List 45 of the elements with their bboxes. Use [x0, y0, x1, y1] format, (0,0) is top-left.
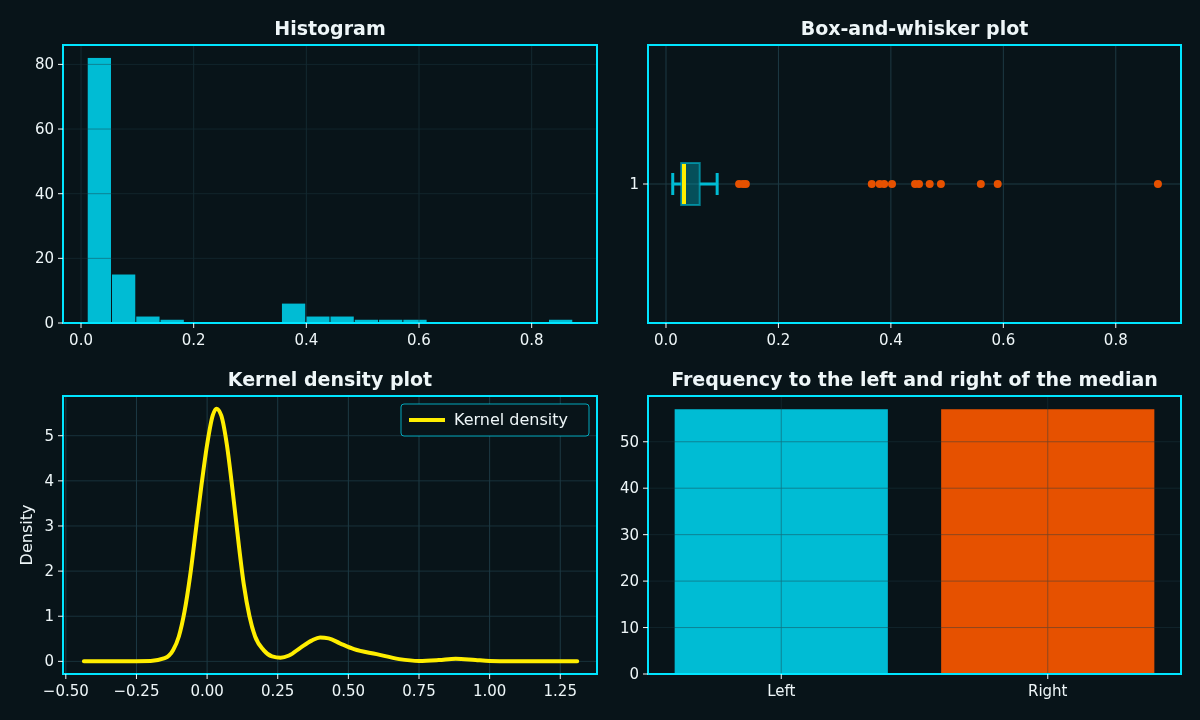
x-tick-label: 0.75	[402, 682, 436, 700]
legend-label: Kernel density	[454, 410, 569, 429]
y-tick-label: 80	[34, 55, 54, 74]
x-tick-label: Left	[767, 682, 796, 700]
y-tick-label: 30	[619, 525, 639, 544]
y-tick-label: 2	[44, 562, 54, 581]
x-tick-label: 0.6	[991, 331, 1016, 349]
y-axis-title: Density	[17, 504, 36, 566]
x-tick-label: 0.00	[190, 682, 224, 700]
x-tick-label: 0.4	[294, 331, 319, 349]
y-tick-label: 50	[619, 432, 639, 451]
y-tick-label: 20	[34, 249, 54, 268]
line-series	[81, 406, 580, 664]
y-tick-label: 1	[629, 175, 639, 193]
x-tick-label: Right	[1028, 682, 1068, 700]
x-tick-label: 0.4	[878, 331, 903, 349]
y-tick-label: 10	[619, 618, 639, 637]
chart-title: Frequency to the left and right of the median	[671, 368, 1158, 390]
y-tick-label: 40	[34, 184, 54, 203]
y-tick-label: 0	[629, 665, 639, 683]
x-tick-label: 0.0	[654, 331, 678, 349]
y-tick-label: 0	[44, 314, 54, 332]
x-tick-label: −0.50	[42, 682, 89, 700]
y-tick-label: 60	[34, 120, 54, 139]
x-tick-label: 0.50	[331, 682, 366, 700]
x-tick-label: 0.2	[181, 331, 206, 349]
x-tick-label: 0.0	[69, 331, 93, 349]
x-tick-label: 1.00	[472, 682, 507, 700]
x-tick-label: 0.8	[1103, 331, 1128, 349]
x-tick-label: 0.2	[766, 331, 791, 349]
y-tick-label: 5	[44, 426, 54, 445]
y-tick-label: 3	[44, 516, 54, 535]
x-tick-label: 1.25	[543, 682, 577, 700]
x-tick-label: −0.25	[113, 682, 160, 700]
x-tick-label: 0.6	[407, 331, 431, 349]
chart-title: Box-and-whisker plot	[800, 17, 1029, 39]
y-tick-label: 1	[44, 607, 54, 626]
x-tick-label: 0.8	[519, 331, 544, 349]
y-tick-label: 4	[44, 471, 54, 490]
chart-title: Histogram	[274, 17, 386, 39]
x-tick-label: 0.25	[261, 682, 295, 700]
y-tick-label: 0	[44, 652, 54, 671]
y-tick-label: 40	[619, 479, 639, 498]
chart-title: Kernel density plot	[227, 368, 433, 390]
y-tick-label: 20	[619, 572, 639, 591]
